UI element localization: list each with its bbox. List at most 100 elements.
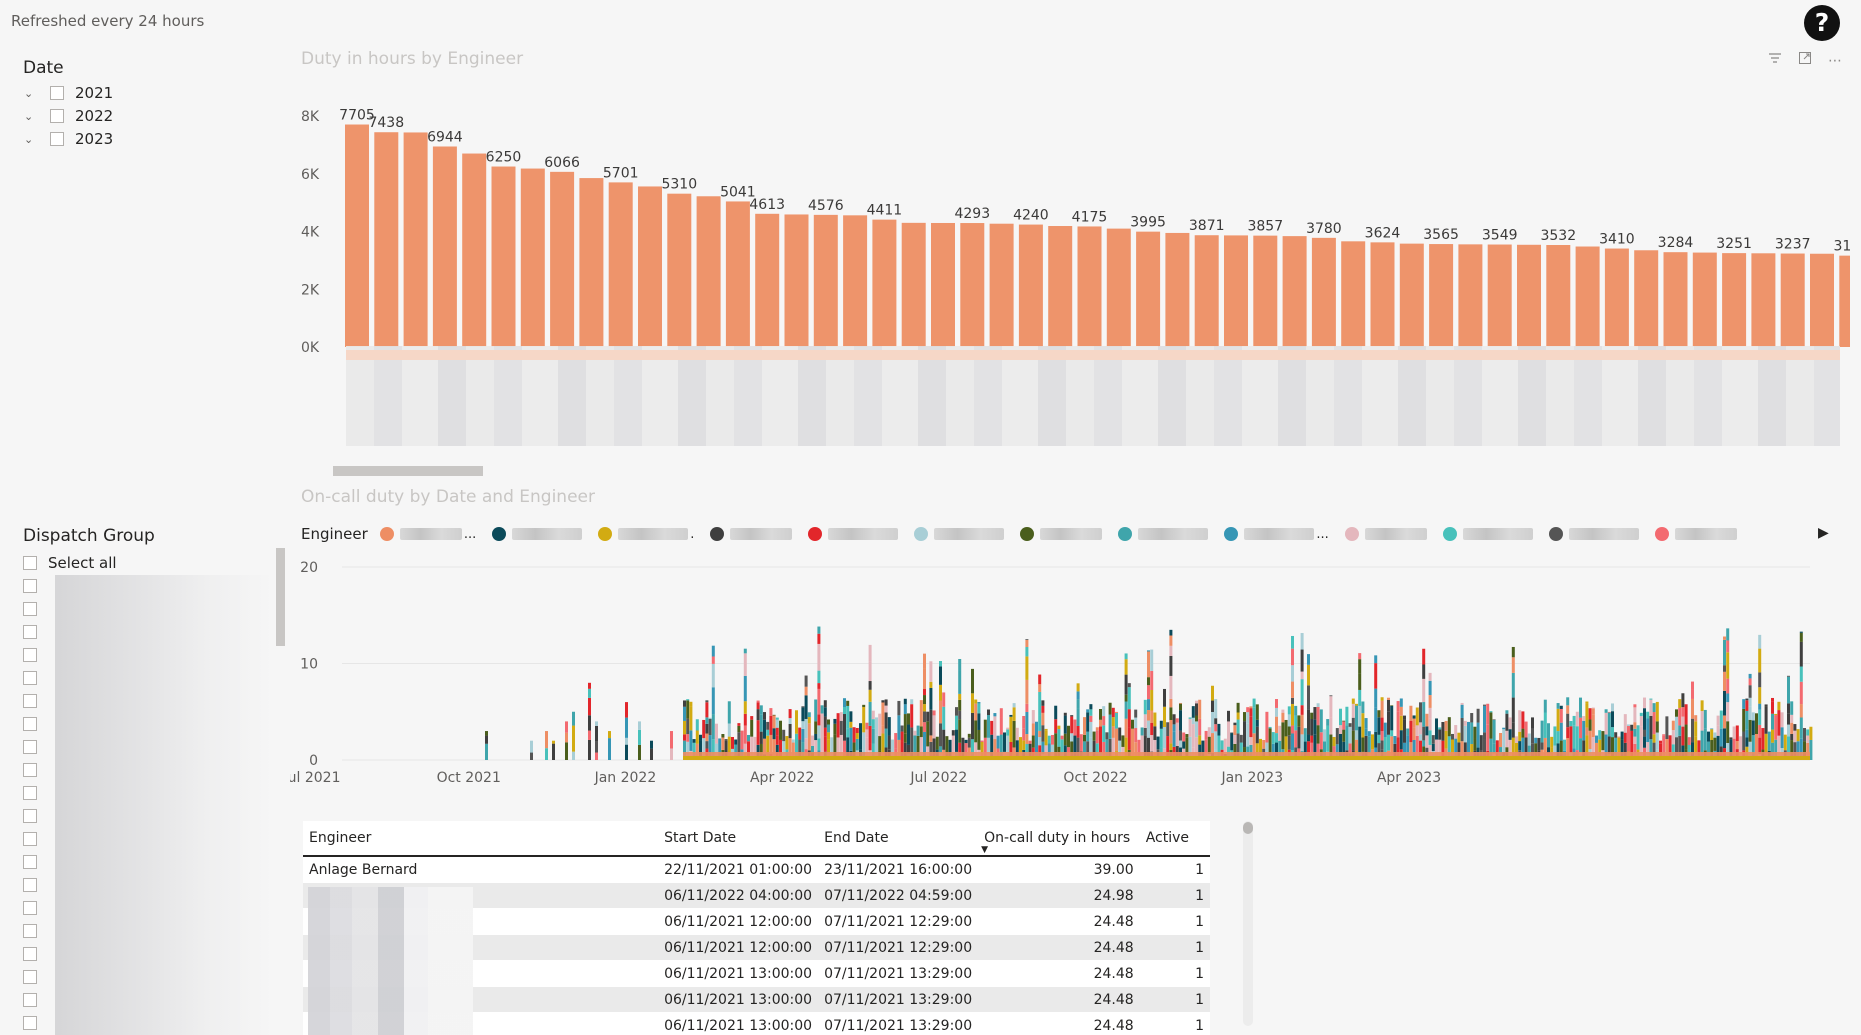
duty-bar[interactable] bbox=[1194, 235, 1219, 347]
legend-item[interactable]: . bbox=[598, 527, 694, 542]
dispatch-group-item[interactable] bbox=[23, 739, 48, 758]
dispatch-group-item[interactable] bbox=[23, 762, 48, 781]
table-row[interactable]: 06/11/2021 13:00:00 07/11/2021 13:29:00 24… bbox=[303, 1012, 1210, 1035]
column-header-active[interactable]: Active bbox=[1139, 821, 1210, 857]
duty-bar[interactable] bbox=[843, 215, 868, 347]
checkbox[interactable] bbox=[23, 878, 37, 892]
duty-bar[interactable] bbox=[1692, 252, 1717, 347]
duty-bar[interactable] bbox=[1517, 244, 1541, 347]
sort-descending-icon[interactable]: ▼ bbox=[981, 845, 989, 855]
duty-bar[interactable] bbox=[520, 168, 545, 347]
focus-mode-icon[interactable] bbox=[1794, 50, 1816, 72]
checkbox[interactable] bbox=[23, 947, 37, 961]
duty-bar[interactable] bbox=[550, 171, 575, 347]
dispatch-group-item[interactable] bbox=[23, 716, 48, 735]
dispatch-group-item[interactable] bbox=[23, 831, 48, 850]
column-header-end-date[interactable]: End Date bbox=[818, 821, 979, 857]
column-header-start-date[interactable]: Start Date bbox=[658, 821, 819, 857]
legend-item[interactable] bbox=[1654, 527, 1737, 541]
checkbox[interactable] bbox=[23, 602, 37, 616]
duty-bar[interactable] bbox=[1399, 243, 1424, 347]
legend-item[interactable] bbox=[1118, 527, 1209, 541]
duty-bar[interactable] bbox=[872, 219, 897, 347]
dispatch-group-item[interactable] bbox=[23, 969, 48, 988]
duty-bar[interactable] bbox=[1136, 231, 1161, 347]
chevron-down-icon[interactable]: ⌄ bbox=[24, 86, 34, 100]
duty-bar[interactable] bbox=[1575, 246, 1600, 347]
dispatch-group-item[interactable] bbox=[23, 900, 48, 919]
checkbox[interactable] bbox=[23, 993, 37, 1007]
duty-bar[interactable] bbox=[491, 166, 516, 347]
duty-bar[interactable] bbox=[374, 132, 399, 347]
duty-bar[interactable] bbox=[1224, 235, 1248, 347]
duty-bar[interactable] bbox=[1048, 226, 1073, 347]
duty-bar[interactable] bbox=[1487, 244, 1512, 347]
duty-bar[interactable] bbox=[1780, 253, 1805, 347]
dispatch-group-item[interactable] bbox=[23, 670, 48, 689]
checkbox[interactable] bbox=[50, 109, 64, 123]
checkbox[interactable] bbox=[23, 832, 37, 846]
duty-bar[interactable] bbox=[901, 222, 926, 347]
dispatch-group-item[interactable] bbox=[23, 877, 48, 896]
dispatch-group-item[interactable] bbox=[23, 854, 48, 873]
dispatch-group-item[interactable] bbox=[23, 808, 48, 827]
duty-bar[interactable] bbox=[403, 132, 428, 347]
checkbox[interactable] bbox=[23, 901, 37, 915]
duty-bar[interactable] bbox=[638, 186, 662, 347]
duty-bar[interactable] bbox=[1546, 245, 1571, 347]
slicer-scrollbar[interactable] bbox=[276, 548, 285, 646]
checkbox[interactable] bbox=[50, 132, 64, 146]
date-item-2021[interactable]: ⌄ 2021 bbox=[24, 83, 113, 103]
duty-bar[interactable] bbox=[1751, 253, 1776, 347]
legend-next-arrow[interactable]: ▶ bbox=[1818, 525, 1829, 541]
legend-item[interactable] bbox=[1442, 527, 1533, 541]
legend-item[interactable] bbox=[492, 527, 583, 541]
duty-bar[interactable] bbox=[755, 213, 780, 347]
column-header-engineer[interactable]: Engineer bbox=[303, 821, 659, 857]
duty-bar[interactable] bbox=[1077, 226, 1102, 347]
duty-bar[interactable] bbox=[696, 196, 721, 347]
duty-bar[interactable] bbox=[667, 193, 692, 347]
checkbox[interactable] bbox=[23, 809, 37, 823]
duty-bar[interactable] bbox=[784, 214, 809, 347]
duty-bar[interactable] bbox=[345, 124, 369, 347]
checkbox[interactable] bbox=[50, 86, 64, 100]
legend-item[interactable]: ... bbox=[379, 527, 476, 542]
dispatch-group-item[interactable] bbox=[23, 647, 48, 666]
dispatch-group-item[interactable] bbox=[23, 785, 48, 804]
dispatch-group-item[interactable] bbox=[23, 601, 48, 620]
duty-bar[interactable] bbox=[1165, 232, 1190, 347]
checkbox[interactable] bbox=[23, 556, 37, 570]
checkbox[interactable] bbox=[23, 625, 37, 639]
table-scroll-thumb[interactable] bbox=[1243, 822, 1253, 834]
chevron-down-icon[interactable]: ⌄ bbox=[24, 132, 34, 146]
checkbox[interactable] bbox=[23, 763, 37, 777]
checkbox[interactable] bbox=[23, 717, 37, 731]
duty-bar[interactable] bbox=[813, 214, 838, 347]
checkbox[interactable] bbox=[23, 970, 37, 984]
duty-bar[interactable] bbox=[1106, 228, 1131, 347]
legend-item[interactable] bbox=[1344, 527, 1427, 541]
dispatch-group-item[interactable] bbox=[23, 992, 48, 1011]
checkbox[interactable] bbox=[23, 855, 37, 869]
column-header-hours[interactable]: On-call duty in hours ▼ bbox=[978, 821, 1140, 857]
duty-bar[interactable] bbox=[1429, 244, 1454, 347]
checkbox[interactable] bbox=[23, 740, 37, 754]
duty-bar[interactable] bbox=[1311, 237, 1336, 347]
dispatch-group-item[interactable] bbox=[23, 578, 48, 597]
duty-bar[interactable] bbox=[432, 146, 457, 347]
checkbox[interactable] bbox=[23, 1016, 37, 1030]
legend-item[interactable] bbox=[1020, 527, 1103, 541]
checkbox[interactable] bbox=[23, 694, 37, 708]
checkbox[interactable] bbox=[23, 648, 37, 662]
checkbox[interactable] bbox=[23, 579, 37, 593]
duty-bar[interactable] bbox=[608, 182, 633, 347]
duty-bar[interactable] bbox=[1663, 252, 1688, 347]
dispatch-group-item[interactable] bbox=[23, 923, 48, 942]
legend-item[interactable] bbox=[808, 527, 899, 541]
duty-bar[interactable] bbox=[1282, 236, 1307, 347]
dispatch-group-item[interactable] bbox=[23, 946, 48, 965]
duty-bar[interactable] bbox=[1253, 235, 1278, 347]
checkbox[interactable] bbox=[23, 924, 37, 938]
chevron-down-icon[interactable]: ⌄ bbox=[24, 109, 34, 123]
